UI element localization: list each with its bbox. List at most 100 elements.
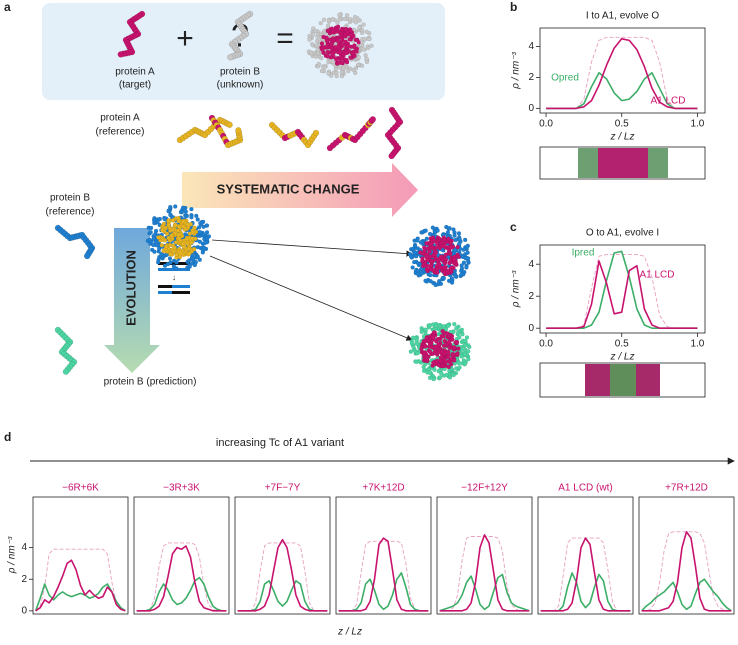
bead [430, 334, 436, 340]
bead [463, 338, 468, 344]
bead [452, 233, 457, 238]
bead [154, 243, 159, 248]
arrow-label: increasing Tc of A1 variant [216, 437, 344, 449]
bead [456, 360, 462, 366]
bead [457, 335, 462, 340]
bead [184, 214, 189, 219]
bead [193, 236, 198, 241]
bead [160, 223, 166, 229]
bead [353, 20, 359, 25]
bead [181, 224, 186, 229]
plot-frame [32, 496, 129, 615]
protein-chain [326, 116, 376, 152]
bead [361, 47, 366, 52]
bead [454, 339, 459, 345]
label: protein B [220, 67, 260, 78]
bead [452, 322, 457, 327]
bead [148, 225, 154, 231]
bead [339, 27, 345, 33]
bead [428, 279, 433, 284]
bead [424, 236, 430, 241]
bead [352, 43, 357, 48]
bead [190, 230, 196, 235]
condensate [408, 321, 472, 382]
protein-chain [117, 10, 146, 58]
arrow-label: SYSTEMATIC CHANGE [217, 181, 360, 196]
y-tick-label: 4 [21, 542, 27, 553]
bead [459, 354, 464, 359]
bead [441, 334, 446, 339]
x-tick-label: 0.0 [539, 119, 553, 130]
bead [439, 355, 444, 360]
bead [435, 270, 440, 275]
bead [432, 367, 437, 372]
bead [436, 342, 441, 347]
bead [337, 13, 342, 18]
bead [189, 207, 194, 212]
simulation-strip [539, 362, 706, 398]
bead [449, 280, 455, 285]
bead [166, 235, 171, 241]
bead [176, 232, 181, 237]
bead [459, 271, 465, 277]
bead [414, 341, 419, 346]
bead [359, 42, 364, 48]
bead [453, 273, 458, 279]
bead [423, 350, 428, 355]
bead [168, 260, 173, 265]
plot-frame [638, 496, 735, 615]
bead [307, 37, 312, 42]
bead [200, 219, 206, 225]
bead [313, 28, 318, 34]
bead [346, 44, 351, 49]
bead [415, 238, 420, 243]
condensate [145, 204, 212, 271]
bead [330, 28, 336, 33]
bead [446, 364, 451, 370]
bead [329, 73, 334, 78]
evolution-arrow [104, 228, 160, 373]
bead [174, 266, 179, 271]
bead [348, 55, 353, 60]
bead [465, 250, 470, 255]
bead [427, 370, 433, 375]
bead [172, 245, 177, 250]
bead [435, 336, 441, 342]
bead [433, 344, 439, 349]
protein-chain [384, 106, 404, 160]
bead [180, 205, 186, 210]
bead [412, 259, 417, 265]
bead [342, 16, 348, 21]
bead [169, 233, 174, 238]
bead [446, 236, 451, 241]
bead [419, 271, 424, 276]
bead [325, 49, 331, 55]
label: (reference) [96, 127, 145, 138]
bead [366, 45, 371, 51]
bead [316, 61, 321, 67]
bead [339, 73, 345, 79]
bead [435, 241, 440, 246]
bead [176, 218, 181, 224]
bead [448, 251, 453, 256]
bead [451, 352, 456, 357]
series-line [540, 537, 631, 612]
bead [464, 265, 469, 270]
bead [227, 54, 234, 61]
panel-label: d [4, 430, 11, 444]
plot-frame [436, 496, 533, 615]
series-line [540, 537, 631, 612]
bead [428, 273, 433, 278]
bead [194, 213, 199, 218]
bead [465, 256, 471, 261]
simulation-strip [539, 146, 706, 180]
x-tick-label: 0.5 [615, 119, 629, 130]
bead [185, 222, 191, 227]
bead [440, 329, 445, 334]
bead [310, 32, 316, 37]
bead [195, 254, 200, 259]
series-line [338, 572, 429, 612]
bead [335, 24, 341, 29]
bead [192, 246, 197, 252]
plus: + [176, 22, 194, 55]
